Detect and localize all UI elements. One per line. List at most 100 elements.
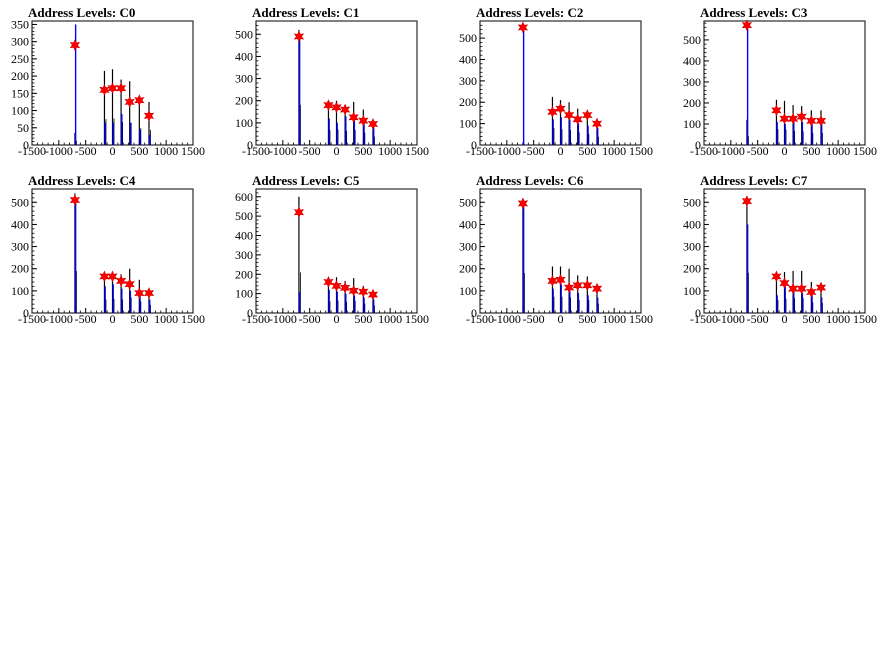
histogram-panel: 0 100 200 300 400 500 -1500 -1000 -500 0 500 1000 15… (448, 168, 672, 336)
histogram-panel: 0 100 200 300 400 500 -1500 -1000 -500 0 500 1000 15… (224, 0, 448, 168)
peak-marker (517, 21, 529, 34)
peak-marker (555, 102, 566, 115)
x-tick-label: 1500 (405, 312, 429, 326)
y-tick-label: 350 (11, 17, 29, 31)
x-tick-label: -1000 (45, 312, 73, 326)
y-tick-label: 200 (11, 262, 29, 276)
peak-marker (815, 114, 827, 127)
histogram-plot: 0 100 200 300 400 500 -1500-1000 -500 0 500 1000 15… (459, 188, 653, 326)
peak-marker (741, 195, 753, 208)
x-tick-label: -1000 (269, 144, 297, 158)
x-tick-label: 1500 (853, 312, 877, 326)
y-tick-label: 300 (11, 240, 29, 254)
y-tick-label: 400 (235, 49, 253, 63)
peak-marker (124, 278, 135, 291)
y-tick-label: 500 (235, 209, 253, 223)
peak-marker (293, 206, 305, 219)
y-tick-label: 200 (459, 95, 477, 109)
y-tick-label: 0 (695, 306, 701, 320)
x-tick-label: 0 (334, 144, 340, 158)
peak-marker (572, 113, 583, 126)
x-tick-label: 1500 (629, 144, 653, 158)
x-tick-label: -1500 (242, 144, 270, 158)
peak-marker (563, 281, 575, 294)
peak-marker (779, 112, 790, 125)
peak-marker (787, 112, 799, 125)
peak-marker (331, 101, 342, 114)
y-tick-label: 200 (683, 96, 701, 110)
histogram-panel: 0 100 200 300 400 500 -1500 -1000 -500 0 500 1000 15… (672, 0, 896, 168)
y-tick-label: 500 (459, 31, 477, 45)
y-tick-label: 500 (683, 33, 701, 47)
x-tick-label: -1000 (269, 312, 297, 326)
x-tick-label: 0 (558, 144, 564, 158)
peak-marker (69, 39, 81, 52)
x-tick-label: -1500 (18, 312, 46, 326)
x-tick-label: 0 (782, 144, 788, 158)
y-tick-label: 300 (235, 248, 253, 262)
histogram-plot: 0 100 200 300 400 500 -1500-1000 -500 0 500 1000 15… (235, 20, 429, 158)
peak-marker (591, 282, 603, 295)
x-tick-label: 0 (110, 144, 116, 158)
x-tick-label: 1000 (826, 312, 850, 326)
x-tick-label: 1500 (181, 312, 205, 326)
y-tick-label: 100 (235, 116, 253, 130)
y-tick-label: 0 (695, 138, 701, 152)
histogram-panel: 0 100 200 300 400 500 -1500 -1000 -500 0 500 1000 15… (448, 0, 672, 168)
peak-marker (323, 99, 334, 112)
y-tick-label: 300 (683, 240, 701, 254)
y-tick-label: 500 (459, 195, 477, 209)
peak-marker (134, 287, 145, 300)
peak-marker (339, 281, 351, 294)
x-tick-label: 1000 (154, 312, 178, 326)
y-tick-label: 50 (17, 121, 29, 135)
x-tick-label: 500 (578, 312, 596, 326)
histogram-plot: 0 100 200 300 400 500 -1500-1000 -500 0 500 1000 15… (459, 20, 653, 158)
peak-marker (143, 109, 155, 122)
peak-marker (367, 288, 379, 301)
x-tick-label: -1000 (717, 144, 745, 158)
y-tick-label: 100 (683, 117, 701, 131)
y-tick-label: 300 (459, 74, 477, 88)
panel-title: Address Levels: C6 (476, 173, 584, 188)
peak-marker (348, 284, 359, 297)
y-tick-label: 0 (471, 138, 477, 152)
x-tick-label: 1000 (378, 312, 402, 326)
peak-marker (331, 279, 342, 292)
peak-marker (517, 197, 529, 210)
x-tick-label: -500 (299, 312, 321, 326)
peak-marker (796, 110, 807, 123)
histogram-panel: 0 100 200 300 400 500 600 -1500 -1000 -500 0 500 100… (224, 168, 448, 336)
y-tick-label: 400 (459, 217, 477, 231)
histogram-panel: 0 100 200 300 400 500 -1500 -1000 -500 0 500 1000 15… (0, 168, 224, 336)
x-tick-label: -1500 (18, 144, 46, 158)
x-tick-label: 500 (802, 312, 820, 326)
x-tick-label: -500 (747, 312, 769, 326)
peak-marker (582, 279, 593, 292)
x-tick-label: -1000 (45, 144, 73, 158)
peak-marker (358, 285, 369, 298)
peak-marker (69, 194, 81, 207)
panel-title: Address Levels: C4 (28, 173, 136, 188)
peak-marker (293, 30, 305, 43)
y-tick-label: 0 (247, 138, 253, 152)
x-tick-label: 1000 (378, 144, 402, 158)
panel-title: Address Levels: C1 (252, 5, 360, 20)
x-tick-label: 1500 (405, 144, 429, 158)
x-tick-label: 0 (334, 312, 340, 326)
x-tick-label: 1000 (602, 312, 626, 326)
y-tick-label: 100 (235, 287, 253, 301)
x-tick-label: 1000 (154, 144, 178, 158)
x-tick-label: 0 (110, 312, 116, 326)
x-tick-label: -1500 (466, 312, 494, 326)
y-tick-label: 0 (247, 306, 253, 320)
x-tick-label: -1500 (242, 312, 270, 326)
peak-marker (806, 286, 817, 298)
x-tick-label: -500 (75, 312, 97, 326)
peak-marker (115, 274, 127, 287)
peak-marker (779, 277, 790, 290)
peak-marker (358, 114, 369, 127)
peak-marker (115, 82, 127, 95)
panel-title: Address Levels: C7 (700, 173, 808, 188)
